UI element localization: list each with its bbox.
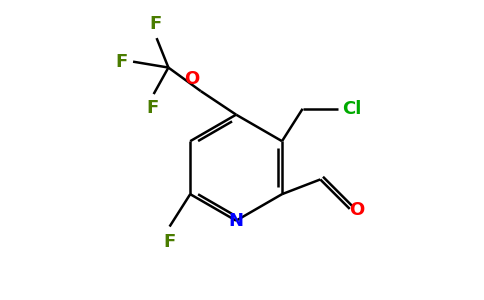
Text: O: O — [184, 70, 199, 88]
Text: F: F — [164, 233, 176, 251]
Text: F: F — [149, 15, 161, 33]
Text: N: N — [228, 212, 243, 230]
Text: Cl: Cl — [342, 100, 362, 118]
Text: O: O — [349, 201, 365, 219]
Text: F: F — [146, 99, 158, 117]
Text: F: F — [116, 53, 128, 71]
